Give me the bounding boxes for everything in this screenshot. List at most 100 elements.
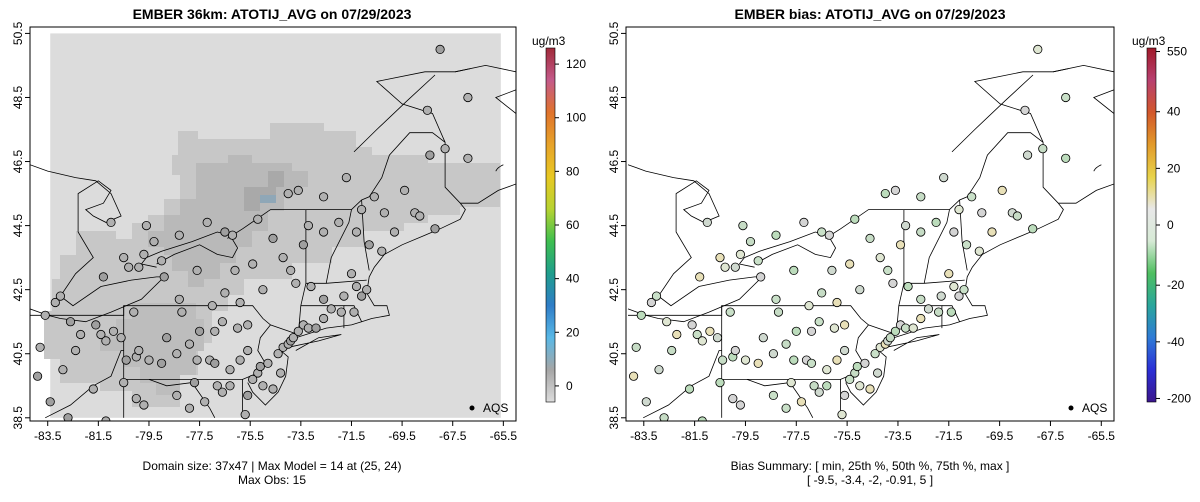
right-site-point	[900, 221, 911, 231]
right-site-point	[789, 355, 799, 365]
x-tick-label: -75.5	[237, 429, 265, 443]
left-plot-frame	[29, 26, 517, 422]
left-site-point	[139, 249, 149, 259]
left-site-point	[258, 285, 268, 295]
right-site-point	[654, 365, 664, 375]
right-site-point	[1038, 144, 1048, 154]
left-site-point	[184, 339, 195, 349]
left-site-point	[286, 265, 296, 275]
right-site-point	[839, 345, 850, 356]
left-site-point	[32, 371, 43, 381]
left-site-point	[258, 381, 268, 391]
right-site-point	[712, 333, 723, 343]
left-site-point	[399, 185, 410, 195]
right-site-point	[817, 227, 827, 237]
boundary-ohio-river	[643, 350, 722, 419]
right-site-point	[931, 217, 941, 227]
x-tick-label: -81.5	[85, 429, 113, 443]
left-site-point	[139, 400, 149, 410]
left-site-point	[318, 227, 329, 237]
right-y-axis: 38.5 40.5 42.5 44.5 46.5 48.5 50.5	[607, 21, 626, 429]
left-shade-level-5	[260, 195, 276, 203]
boundary-st-lawrence-estuary	[353, 74, 436, 153]
left-site-point	[253, 214, 263, 224]
colorbar-tick-label: 0	[566, 379, 573, 393]
left-colorbar-unit: ug/m3	[532, 34, 566, 48]
left-site-point	[157, 358, 167, 368]
colorbar-tick-label: -200	[1167, 391, 1191, 405]
left-site-point	[144, 355, 154, 365]
right-site-point	[845, 259, 855, 269]
right-site-point	[768, 390, 779, 400]
y-tick-label: 46.5	[11, 150, 25, 174]
left-site-point	[389, 227, 400, 237]
right-site-point	[908, 323, 918, 333]
left-site-point	[364, 240, 374, 250]
right-site-point	[636, 310, 646, 320]
y-tick-label: 48.5	[11, 85, 25, 109]
right-site-point	[695, 272, 705, 282]
left-site-point	[425, 150, 435, 160]
left-site-point	[334, 217, 344, 227]
left-site-point	[230, 265, 240, 275]
y-tick-label: 48.5	[607, 85, 621, 109]
left-site-point	[255, 361, 265, 372]
right-site-point	[646, 297, 657, 308]
x-tick-label: -67.5	[439, 429, 467, 443]
right-site-point	[890, 185, 901, 195]
left-site-point	[172, 349, 182, 359]
right-site-point	[651, 291, 662, 301]
boundary-nh-vt-border	[923, 209, 950, 284]
right-site-point	[705, 326, 715, 336]
right-site-point	[662, 317, 672, 327]
right-site-point	[799, 217, 809, 227]
left-site-point	[288, 333, 298, 343]
left-site-point	[430, 224, 440, 234]
right-site-point	[768, 349, 779, 359]
left-colorbar	[545, 47, 556, 403]
boundary-anticosti	[1053, 68, 1069, 73]
left-site-point	[346, 269, 357, 279]
left-site-point	[306, 281, 316, 292]
left-site-point	[131, 393, 141, 404]
left-site-point	[298, 240, 308, 250]
right-site-point	[773, 307, 784, 317]
right-site-point	[717, 355, 728, 365]
right-site-point	[916, 294, 926, 304]
left-site-point	[116, 333, 126, 343]
left-site-point	[235, 355, 245, 365]
right-site-point	[900, 323, 911, 333]
boundary-canada-border	[305, 132, 461, 211]
right-site-point	[822, 365, 832, 375]
x-tick-label: -73.5	[884, 429, 912, 443]
right-site-point	[923, 304, 934, 314]
right-site-point	[781, 339, 791, 349]
right-site-point	[756, 272, 766, 282]
x-tick-label: -69.5	[388, 429, 416, 443]
colorbar-tick-label: -40	[1167, 335, 1185, 349]
right-site-point	[855, 381, 865, 391]
boundary-bay-of-fundy	[1058, 183, 1114, 204]
colorbar-tick-label: 20	[566, 325, 580, 339]
right-site-point	[720, 262, 730, 272]
right-site-point	[885, 333, 895, 343]
y-tick-label: 40.5	[11, 342, 25, 366]
y-tick-label: 38.5	[11, 406, 25, 430]
colorbar-tick-label: 550	[1167, 45, 1187, 59]
boundary-nj-coast	[247, 350, 289, 406]
right-site-point	[890, 326, 901, 336]
left-site-point	[225, 381, 235, 391]
right-site-point	[939, 173, 949, 183]
right-site-point	[883, 265, 893, 275]
right-site-point	[791, 326, 801, 336]
right-site-point	[903, 281, 913, 292]
right-site-point	[987, 227, 997, 237]
x-tick-label: -71.5	[338, 429, 366, 443]
right-site-point	[738, 221, 748, 231]
left-site-point	[174, 230, 184, 240]
right-map-area	[626, 27, 1114, 421]
boundary-ri-ma-border	[343, 305, 362, 322]
right-site-point	[730, 345, 740, 356]
left-site-point	[311, 323, 321, 333]
left-site-point	[435, 44, 445, 55]
